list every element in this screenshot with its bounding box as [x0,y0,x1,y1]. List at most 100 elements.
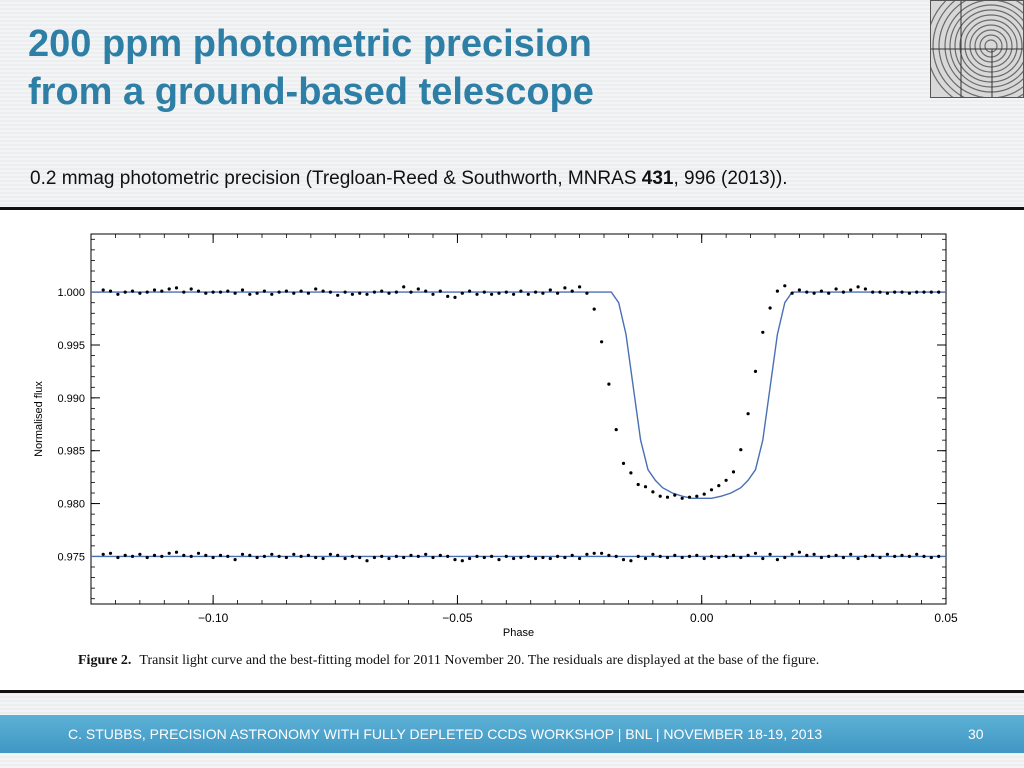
residual-point [607,553,611,557]
residual-point [358,555,362,560]
data-point [314,287,318,291]
data-point [248,292,252,296]
data-point [871,290,875,294]
data-point [592,307,596,311]
residual-point [687,554,692,558]
figure-caption: Figure 2. Transit light curve and the bes… [78,653,819,669]
residual-point [328,552,332,556]
data-point [116,292,120,296]
residual-point [673,553,677,557]
light-curve-chart: −0.10 −0.05 0.00 0.05 1.000 0.995 0.990 0.985 0.… [33,233,958,639]
data-point [101,288,105,292]
residual-point [907,554,912,558]
residual-point [519,555,523,560]
residual-point [218,553,223,557]
data-point [182,290,186,294]
data-point [695,494,699,498]
residual-point [350,554,354,558]
residual-point [878,555,882,560]
data-point [226,289,230,293]
data-point [541,291,545,295]
data-point [922,290,926,294]
slide-title-line2: from a ground-based telescope [28,71,594,113]
data-point [856,285,860,289]
data-point [600,340,604,344]
residual-point [805,553,809,557]
residual-point [643,556,648,561]
data-point [834,287,838,291]
residual-point [915,552,919,556]
residual-point [182,553,186,557]
data-point [123,290,127,294]
residual-point [680,555,684,560]
data-point [387,291,391,295]
data-point [673,493,677,497]
residual-point [570,553,574,557]
data-point [402,285,406,289]
residual-point [900,553,904,557]
data-point [409,290,413,294]
data-point [189,287,193,291]
residual-point [394,554,398,558]
residual-point [695,553,699,557]
residual-point [783,555,787,560]
plot-frame [90,233,947,605]
residual-point [922,554,926,558]
slide-title: 200 ppm photometric precision from a gro… [28,20,594,116]
y-tick-label: 1.000 [57,287,85,299]
data-point [841,290,846,294]
slide-footer: C. STUBBS, PRECISION ASTRONOMY WITH FULL… [0,715,1024,753]
data-point [739,448,743,452]
data-point [753,369,758,373]
data-point [797,288,802,292]
data-point [336,293,340,297]
data-point [497,291,501,295]
data-point [277,290,281,294]
figure-caption-label: Figure 2. [78,653,132,668]
data-point [621,461,626,465]
residual-point [416,554,420,558]
residual-point [600,551,604,555]
residual-point [116,555,120,560]
fringe-pattern-image [931,1,1023,97]
residual-point [753,551,758,555]
data-point [702,492,706,496]
data-point [365,292,369,296]
residual-point [145,555,149,560]
figure-caption-text: Transit light curve and the best-fitting… [139,653,820,668]
data-point [724,478,728,482]
residual-point [299,554,303,558]
data-point [812,291,816,295]
data-point [438,289,442,293]
residual-point [841,555,846,560]
data-point [475,292,479,296]
data-point [145,290,149,294]
data-point [284,289,288,293]
transit-model-line [91,291,946,499]
residual-point [490,554,494,558]
data-point [885,291,890,295]
data-point [504,290,508,294]
data-point [761,330,765,334]
data-point [138,291,142,295]
data-point [343,290,347,294]
residual-point [929,555,933,560]
data-point [863,287,868,291]
y-tick-label: 0.990 [57,393,85,405]
residual-point [101,552,105,556]
x-tick-label: 0.05 [934,611,958,625]
x-tick-label: −0.10 [198,611,229,625]
residual-point [717,555,721,560]
data-point [607,382,611,386]
residual-point [526,554,530,558]
residual-point [585,552,589,556]
residual-point [438,553,442,557]
data-point [578,285,582,289]
data-point [629,471,633,475]
data-point [651,490,655,494]
residual-point [614,554,618,558]
residual-point [343,556,347,561]
data-point [416,287,420,291]
residual-point [372,555,376,560]
residual-point [277,554,281,558]
